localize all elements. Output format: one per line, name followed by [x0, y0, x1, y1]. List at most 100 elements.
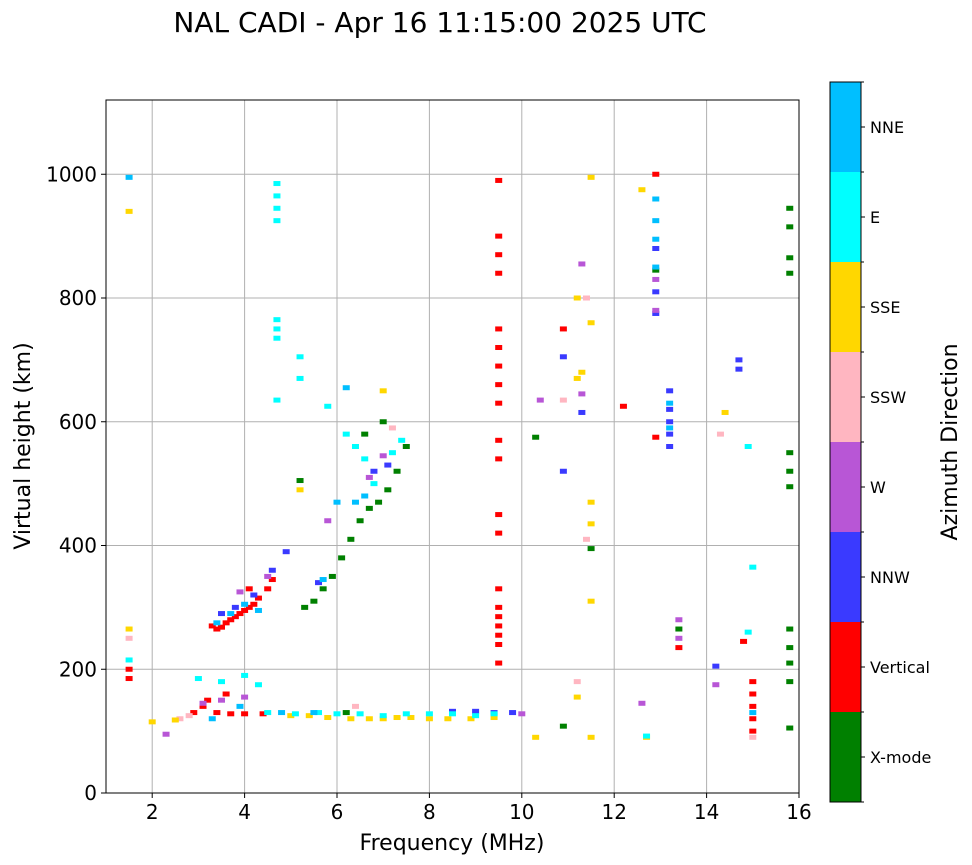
data-point	[495, 604, 503, 610]
axes: 2 4 6 8 10 12 14 16 0 200 400 600 800 1000	[46, 162, 812, 824]
data-point	[587, 734, 595, 740]
x-tick-label: 10	[509, 800, 534, 824]
data-point	[218, 697, 225, 703]
data-point	[559, 354, 567, 360]
data-point	[559, 723, 567, 729]
data-point	[495, 623, 503, 629]
data-point	[402, 444, 410, 449]
data-point	[296, 375, 304, 381]
data-point	[444, 716, 452, 722]
data-points	[125, 171, 794, 740]
data-point	[638, 700, 646, 706]
data-point	[587, 174, 595, 180]
data-point	[227, 611, 235, 617]
data-point	[125, 657, 133, 663]
colorbar-tick-label: SSW	[870, 388, 906, 407]
data-point	[351, 444, 359, 449]
data-point	[254, 682, 262, 688]
data-point	[199, 700, 207, 706]
data-point	[472, 713, 480, 719]
data-point	[786, 679, 794, 685]
data-point	[490, 711, 498, 717]
data-point	[652, 236, 660, 242]
data-point	[384, 462, 392, 468]
data-point	[208, 623, 216, 629]
data-point	[125, 666, 133, 672]
data-point	[305, 713, 313, 719]
y-tick-label: 600	[59, 410, 97, 434]
data-point	[675, 617, 683, 623]
y-tick-label: 200	[59, 657, 97, 681]
data-point	[365, 716, 373, 722]
data-point	[310, 710, 318, 716]
data-point	[666, 431, 674, 437]
data-point	[495, 456, 503, 462]
data-point	[333, 711, 341, 717]
data-point	[245, 586, 253, 592]
colorbar-segment	[830, 532, 861, 622]
colorbar-segment	[830, 712, 861, 802]
data-point	[185, 713, 193, 719]
colorbar-label: Azimuth Direction	[938, 343, 963, 540]
data-point	[273, 205, 281, 211]
data-point	[495, 632, 503, 638]
data-point	[495, 270, 503, 276]
data-point	[643, 733, 651, 739]
data-point	[652, 267, 660, 273]
data-point	[619, 403, 627, 409]
data-point	[518, 711, 526, 717]
data-point	[735, 366, 743, 372]
data-point	[495, 345, 503, 350]
data-point	[495, 586, 503, 592]
plot-frame	[105, 99, 800, 794]
data-point	[162, 731, 170, 737]
data-point	[370, 468, 378, 474]
x-tick-label: 8	[423, 800, 436, 824]
data-point	[296, 478, 304, 484]
data-point	[744, 444, 752, 449]
data-point	[218, 679, 225, 685]
data-point	[578, 409, 586, 415]
data-point	[578, 391, 586, 397]
data-point	[638, 187, 646, 193]
y-tick-label: 0	[84, 781, 97, 805]
colorbar: X-mode Vertical NNW W SSW SSE E NNE	[829, 81, 931, 803]
colorbar-tick-label: E	[870, 208, 880, 227]
data-point	[721, 409, 729, 415]
data-point	[278, 710, 286, 716]
data-point	[222, 620, 230, 626]
data-point	[241, 607, 249, 613]
data-point	[379, 453, 387, 459]
data-point	[425, 716, 433, 722]
data-point	[315, 710, 323, 716]
data-point	[199, 703, 207, 709]
data-point	[324, 403, 332, 409]
data-point	[125, 174, 133, 180]
data-point	[536, 397, 544, 403]
colorbar-tick-label: NNE	[870, 118, 904, 137]
colorbar-tick-label: X-mode	[870, 748, 931, 767]
data-point	[264, 573, 272, 579]
data-point	[786, 270, 794, 276]
data-point	[472, 708, 480, 714]
data-point	[749, 703, 757, 709]
data-point	[379, 388, 387, 394]
data-point	[652, 434, 660, 440]
colorbar-frame	[829, 81, 862, 803]
data-point	[652, 264, 660, 270]
colorbar-segment	[830, 262, 861, 352]
data-point	[559, 326, 567, 332]
data-point	[744, 629, 752, 635]
data-point	[254, 595, 262, 601]
data-point	[393, 715, 401, 721]
data-point	[213, 620, 221, 626]
data-point	[204, 697, 212, 703]
data-point	[495, 252, 503, 258]
chart-title: NAL CADI - Apr 16 11:15:00 2025 UTC	[173, 6, 707, 39]
x-tick-label: 12	[601, 800, 626, 824]
colorbar-tick-label: SSE	[870, 298, 900, 317]
data-point	[273, 181, 281, 187]
data-point	[273, 317, 281, 323]
data-point	[319, 577, 327, 583]
